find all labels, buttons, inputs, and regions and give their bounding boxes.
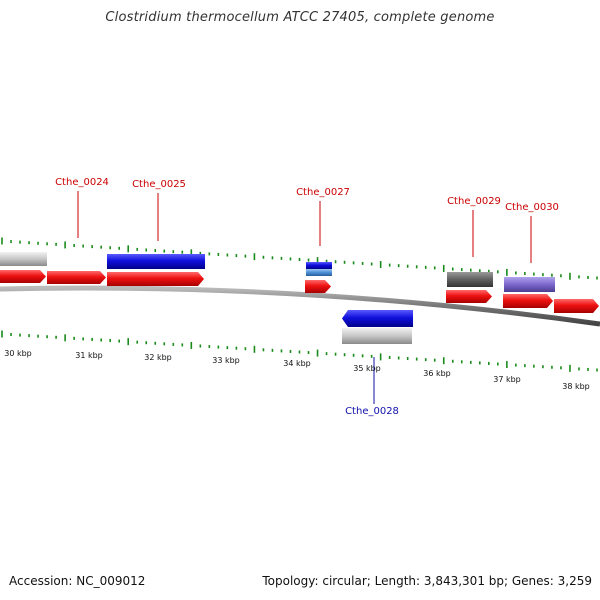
inner-tick-ring <box>1 330 598 372</box>
annotation-bar <box>306 262 332 269</box>
gene-arrow <box>503 294 553 308</box>
gene-label[interactable]: Cthe_0024 <box>55 177 109 188</box>
genome-summary-text: Topology: circular; Length: 3,843,301 bp… <box>262 574 592 588</box>
gene-label[interactable]: Cthe_0025 <box>132 179 186 190</box>
annotation-bar <box>107 254 205 269</box>
annotation-bar <box>306 269 332 276</box>
annotation-bar <box>342 328 412 344</box>
gene-label[interactable]: Cthe_0029 <box>447 196 501 207</box>
scale-label: 35 kbp <box>353 364 381 373</box>
scale-label: 33 kbp <box>212 356 240 365</box>
scale-label: 37 kbp <box>493 375 521 384</box>
label-leader-lines <box>77 191 532 404</box>
gene-arrow <box>446 290 492 303</box>
gene-arrow <box>107 272 204 286</box>
gene-arrow <box>47 271 106 284</box>
gene-label-layer: Cthe_0024 Cthe_0025 Cthe_0027 Cthe_0029 Cthe… <box>55 177 559 417</box>
annotation-bar <box>0 252 47 266</box>
scale-label-layer: 30 kbp 31 kbp 32 kbp 33 kbp 34 kbp 35 kbp 36 k… <box>4 349 590 391</box>
genome-backbone <box>0 285 600 327</box>
gene-arrow <box>0 270 46 283</box>
gene-arrow <box>305 280 331 293</box>
scale-label: 32 kbp <box>144 353 172 362</box>
scale-label: 30 kbp <box>4 349 32 358</box>
annotation-bar <box>447 272 493 287</box>
scale-label: 31 kbp <box>75 351 103 360</box>
scale-label: 36 kbp <box>423 369 451 378</box>
accession-text: Accession: NC_009012 <box>9 574 146 588</box>
annotation-bar <box>504 277 555 292</box>
gene-label[interactable]: Cthe_0028 <box>345 406 399 417</box>
gene-features <box>0 252 599 344</box>
scale-label: 38 kbp <box>562 382 590 391</box>
gene-arrow <box>554 299 599 313</box>
gene-label[interactable]: Cthe_0030 <box>505 202 559 213</box>
gene-arrow-reverse <box>342 310 413 327</box>
gene-label[interactable]: Cthe_0027 <box>296 187 350 198</box>
scale-label: 34 kbp <box>283 359 311 368</box>
map-title: Clostridium thermocellum ATCC 27405, com… <box>105 10 495 25</box>
